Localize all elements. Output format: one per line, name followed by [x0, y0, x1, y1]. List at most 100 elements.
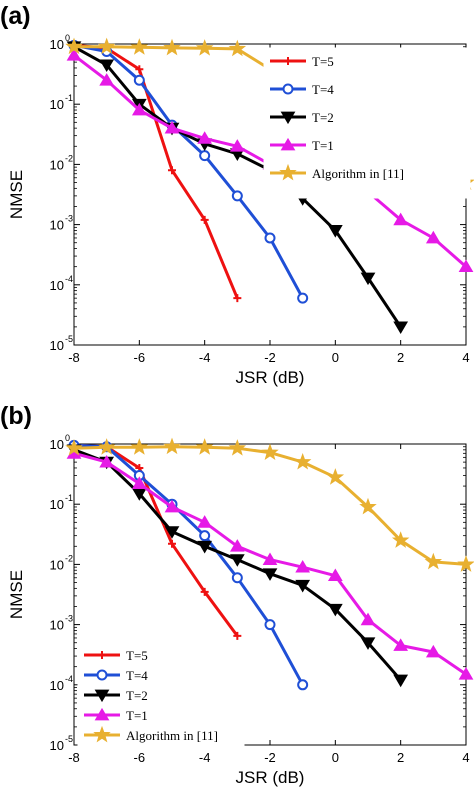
- x-tick-label: -4: [199, 350, 211, 365]
- x-tick-label: -6: [134, 750, 146, 765]
- y-tick-label: 10: [50, 278, 64, 293]
- data-point: [228, 439, 247, 456]
- data-point: [131, 476, 147, 489]
- x-tick-label: -2: [264, 350, 276, 365]
- data-point: [65, 37, 83, 55]
- series-line: [73, 43, 239, 299]
- data-point: [231, 572, 243, 584]
- legend-marker: [284, 57, 292, 65]
- data-point: [231, 190, 243, 202]
- y-tick-exponent: -2: [65, 153, 73, 163]
- x-axis-title: JSR (dB): [236, 368, 305, 387]
- data-point: [65, 439, 83, 456]
- data-point: [199, 150, 211, 162]
- x-tick-label: 2: [397, 750, 404, 765]
- legend-marker: [94, 689, 110, 703]
- data-point: [97, 438, 116, 455]
- data-point: [168, 166, 176, 175]
- data-point: [228, 39, 247, 57]
- data-point: [99, 454, 115, 468]
- data-point: [197, 540, 213, 554]
- x-tick-label: -8: [68, 750, 80, 765]
- x-axis-title: JSR (dB): [236, 768, 305, 787]
- data-point: [131, 102, 147, 116]
- data-point: [295, 559, 311, 573]
- data-point: [164, 526, 180, 539]
- x-tick-label: -4: [199, 750, 211, 765]
- y-tick-exponent: -2: [65, 553, 73, 563]
- y-tick-label: 10: [50, 37, 64, 52]
- data-point: [163, 437, 181, 455]
- data-point: [262, 552, 278, 566]
- data-point: [360, 637, 376, 650]
- series-line: [73, 443, 305, 686]
- data-point: [97, 37, 116, 55]
- legend-label: T=5: [312, 54, 334, 69]
- data-point: [164, 499, 180, 513]
- data-point: [164, 120, 180, 134]
- series-2: [66, 444, 409, 688]
- legend: T=5 T=4 T=2 T=1 Algorithm in [11]: [77, 641, 245, 747]
- legend-label: T=2: [312, 110, 334, 125]
- y-tick-exponent: -4: [65, 274, 73, 284]
- legend-marker: [280, 111, 296, 125]
- data-point: [393, 674, 409, 688]
- panel-label: (a): [0, 2, 31, 30]
- x-tick-label: 0: [332, 350, 339, 365]
- y-tick-label: 10: [50, 678, 64, 693]
- series-3: [66, 446, 474, 680]
- y-tick-label: 10: [50, 437, 64, 452]
- legend-label: Algorithm in [11]: [126, 728, 218, 743]
- data-point: [130, 438, 149, 455]
- data-point: [163, 38, 181, 56]
- legend-marker: [279, 163, 297, 181]
- y-tick-label: 10: [50, 157, 64, 172]
- legend-label: Algorithm in [11]: [312, 166, 404, 181]
- data-point: [264, 619, 276, 631]
- y-tick-label: 10: [50, 618, 64, 633]
- data-point: [233, 631, 242, 640]
- legend-label: T=4: [126, 668, 148, 683]
- data-point: [130, 38, 149, 55]
- x-tick-label: 2: [397, 350, 404, 365]
- x-tick-label: -6: [134, 350, 146, 365]
- data-point: [99, 73, 115, 86]
- x-tick-label: 4: [462, 750, 469, 765]
- y-tick-label: 10: [50, 218, 64, 233]
- series-0: [70, 441, 242, 640]
- data-point: [200, 587, 209, 596]
- legend-marker: [94, 707, 110, 721]
- data-point: [229, 139, 245, 152]
- y-tick-exponent: 0: [65, 33, 70, 43]
- legend-marker: [280, 137, 296, 151]
- y-tick-label: 10: [50, 557, 64, 572]
- data-point: [133, 74, 145, 86]
- data-point: [457, 555, 474, 572]
- y-tick-label: 10: [50, 738, 64, 753]
- data-point: [197, 131, 213, 144]
- legend-label: T=5: [126, 648, 148, 663]
- x-tick-label: -8: [68, 350, 80, 365]
- data-point: [195, 438, 214, 455]
- legend-marker: [96, 669, 108, 681]
- y-tick-label: 10: [50, 97, 64, 112]
- y-tick-label: 10: [50, 338, 64, 353]
- y-axis-title: NMSE: [7, 170, 26, 219]
- data-point: [425, 644, 441, 658]
- y-tick-exponent: -1: [65, 93, 73, 103]
- data-point: [295, 579, 311, 593]
- data-point: [261, 443, 279, 461]
- legend-marker: [93, 725, 111, 743]
- data-point: [393, 321, 409, 335]
- data-point: [199, 530, 211, 542]
- data-point: [195, 39, 214, 56]
- data-point: [327, 603, 343, 617]
- x-tick-label: 0: [332, 750, 339, 765]
- legend-marker: [282, 83, 294, 95]
- data-point: [458, 667, 474, 680]
- panel-label: (b): [0, 402, 32, 430]
- data-point: [359, 497, 377, 515]
